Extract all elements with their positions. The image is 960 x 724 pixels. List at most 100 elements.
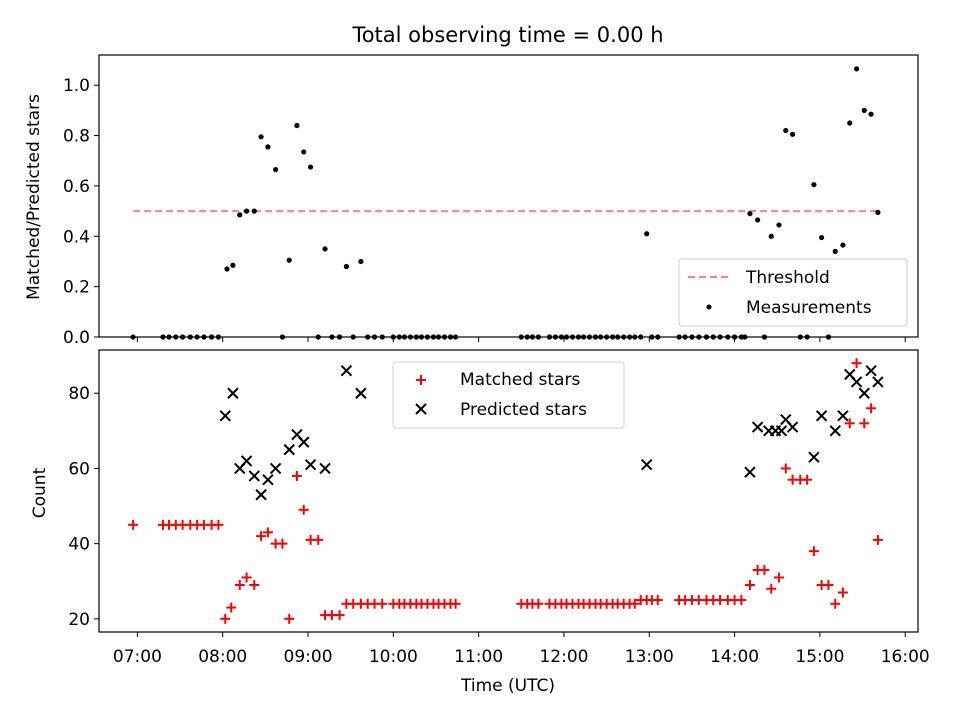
matched-stars-point bbox=[213, 519, 224, 530]
x-tick-label: 15:00 bbox=[795, 647, 844, 667]
measurement-point bbox=[853, 66, 860, 72]
predicted-stars-point bbox=[815, 410, 828, 422]
measurements-legend-label: Measurements bbox=[746, 298, 872, 318]
matched-stars-point bbox=[744, 580, 755, 590]
top-y-tick-label: 0.8 bbox=[63, 127, 90, 147]
top-axes-frame bbox=[98, 54, 919, 338]
measurement-point bbox=[358, 258, 364, 265]
predicted-stars-point bbox=[255, 489, 267, 501]
predicted-stars-point bbox=[872, 376, 884, 388]
predicted-stars-point bbox=[865, 364, 877, 377]
measurement-point bbox=[789, 131, 796, 137]
bottom-plot-area: 20 40 60 80 07:00 08:00 09:00 10:00 11:00 12:00 13… bbox=[68, 349, 930, 667]
bottom-axes-frame bbox=[98, 349, 919, 633]
matched-stars-point bbox=[256, 531, 267, 542]
measurement-point bbox=[868, 111, 874, 117]
measurement-point bbox=[258, 134, 264, 140]
x-tick-label: 08:00 bbox=[198, 647, 247, 667]
predicted-stars-point bbox=[319, 462, 331, 475]
matched-stars-point bbox=[377, 598, 388, 609]
predicted-stars-point bbox=[248, 470, 260, 482]
measurement-point bbox=[644, 231, 650, 237]
predicted-stars-point bbox=[829, 425, 841, 437]
threshold-legend-label: Threshold bbox=[745, 268, 830, 288]
matched-stars-point bbox=[844, 418, 855, 429]
matched-stars-point bbox=[226, 602, 237, 613]
x-tick-label: 13:00 bbox=[625, 647, 674, 667]
measurement-point bbox=[818, 234, 825, 241]
measurement-point bbox=[251, 208, 257, 214]
matched-stars-point bbox=[533, 598, 544, 609]
measurement-point bbox=[237, 212, 243, 218]
matched-stars-point bbox=[652, 595, 663, 606]
predicted-stars-point bbox=[262, 474, 274, 486]
top-legend-frame bbox=[678, 258, 908, 327]
matched-stars-point bbox=[313, 534, 324, 545]
bottom-y-tick-label: 20 bbox=[68, 610, 90, 630]
top-y-tick-label: 1.0 bbox=[63, 76, 90, 96]
x-tick-label: 07:00 bbox=[113, 647, 162, 667]
measurement-point bbox=[230, 262, 236, 268]
matched-stars-point bbox=[736, 595, 747, 606]
matched-stars-point bbox=[450, 598, 461, 609]
predicted-stars-point bbox=[240, 455, 253, 467]
measurement-point bbox=[265, 144, 271, 150]
predicted-stars-point bbox=[837, 410, 849, 422]
predicted-stars-point bbox=[283, 443, 295, 456]
measurement-point bbox=[840, 242, 846, 248]
predicted-stars-point bbox=[304, 458, 317, 471]
bottom-series-x bbox=[219, 364, 884, 501]
predicted-stars-point bbox=[786, 421, 799, 433]
bottom-legend: Matched stars Predicted stars bbox=[392, 361, 625, 429]
matched-legend-label: Matched stars bbox=[460, 370, 580, 390]
bottom-y-tick-label: 80 bbox=[68, 384, 90, 404]
measurement-point bbox=[847, 120, 853, 126]
bottom-y-tick-label: 40 bbox=[68, 535, 90, 555]
predicted-stars-point bbox=[269, 462, 282, 475]
matched-stars-point bbox=[220, 613, 231, 624]
matched-stars-point bbox=[298, 504, 309, 515]
matched-stars-point bbox=[802, 474, 813, 485]
predicted-stars-point bbox=[775, 425, 788, 437]
measurement-point bbox=[747, 211, 753, 217]
measurement-point bbox=[243, 208, 250, 214]
predicted-stars-point bbox=[340, 364, 353, 377]
top-legend: Threshold Measurements bbox=[678, 258, 908, 327]
predicted-stars-point bbox=[744, 466, 756, 478]
measurement-point bbox=[783, 127, 789, 134]
matched-stars-point bbox=[262, 527, 273, 538]
top-y-tick-label: 0.2 bbox=[63, 278, 90, 298]
measurement-point bbox=[294, 122, 300, 129]
bottom-legend-frame bbox=[392, 361, 625, 429]
top-y-axis-label: Matched/Predicted stars bbox=[24, 94, 44, 300]
matched-legend-swatch bbox=[416, 375, 426, 385]
x-tick-label: 14:00 bbox=[710, 647, 759, 667]
measurement-point bbox=[755, 217, 761, 223]
matched-stars-point bbox=[859, 418, 870, 429]
x-tick-label: 09:00 bbox=[284, 647, 333, 667]
measurement-point bbox=[343, 263, 350, 270]
matched-stars-point bbox=[837, 587, 848, 598]
chart-title: Total observing time = 0.00 h bbox=[351, 23, 663, 47]
top-y-tick-label: 0.0 bbox=[63, 328, 90, 348]
measurement-point bbox=[832, 248, 838, 254]
measurement-point bbox=[861, 107, 867, 113]
measurement-point bbox=[322, 246, 328, 252]
bottom-y-axis-label: Count bbox=[30, 467, 50, 518]
predicted-stars-point bbox=[219, 410, 231, 422]
matched-stars-point bbox=[629, 598, 640, 609]
matched-stars-point bbox=[234, 580, 245, 590]
measurement-point bbox=[272, 166, 279, 173]
matched-stars-point bbox=[284, 613, 295, 624]
matched-stars-point bbox=[128, 519, 139, 530]
matched-stars-point bbox=[872, 534, 883, 545]
top-plot-area: 0.0 0.2 0.4 0.6 0.8 1.0 bbox=[63, 54, 919, 348]
measurements-legend-swatch bbox=[706, 304, 712, 310]
measurement-point bbox=[286, 257, 292, 263]
measurement-point bbox=[301, 149, 307, 155]
matched-stars-point bbox=[823, 580, 834, 590]
x-tick-label: 10:00 bbox=[369, 647, 418, 667]
predicted-stars-point bbox=[298, 436, 310, 448]
matched-stars-point bbox=[249, 580, 260, 590]
